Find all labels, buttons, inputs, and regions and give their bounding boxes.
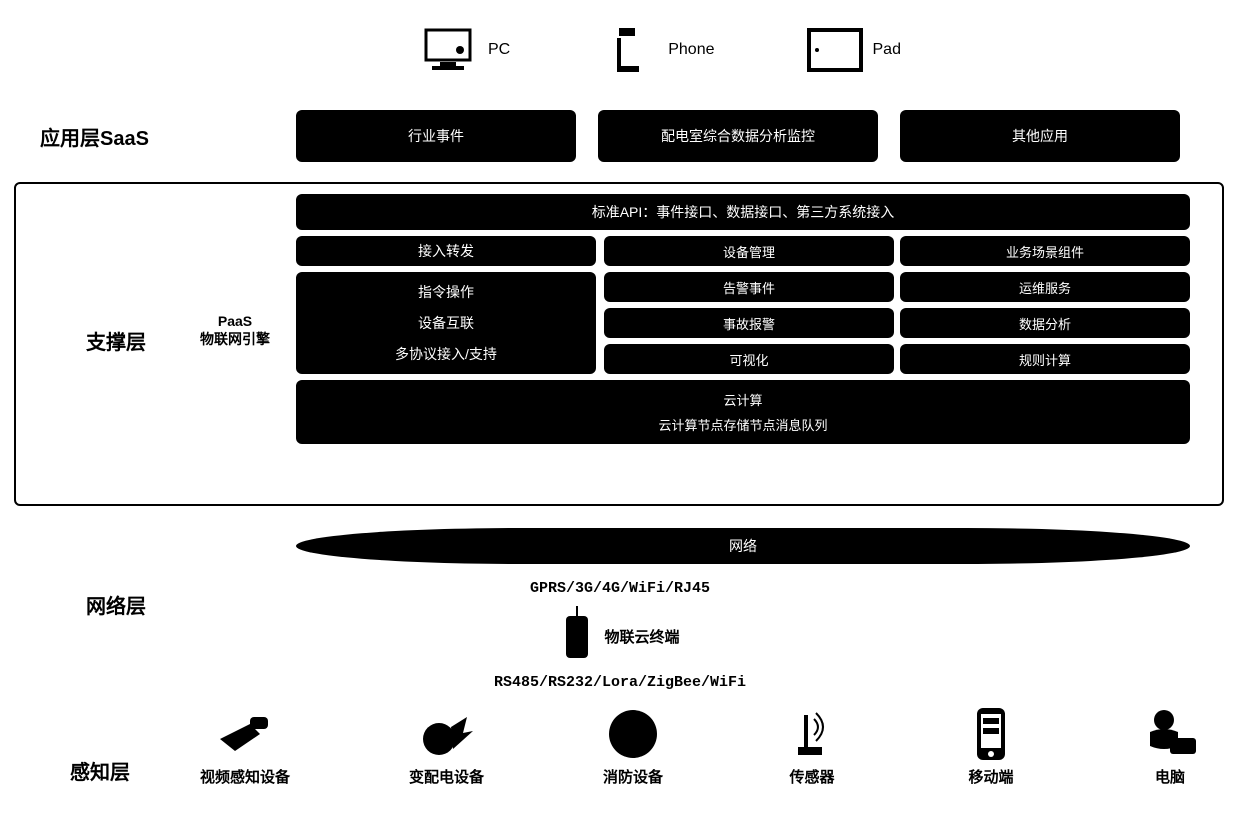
support-layer-label: 支撑层 [86,326,146,355]
pc-icon [420,22,480,78]
sense-label-2: 消防设备 [603,766,663,787]
saas-box-3: 其他应用 [900,110,1180,162]
terminal-label: 物联云终端 [604,626,679,647]
sensor-icon [782,706,842,762]
saas-box-1: 行业事件 [296,110,576,162]
cloud-bar: 云计算 云计算节点 存储节点 消息队列 [296,380,1190,444]
sense-layer-label: 感知层 [70,756,130,785]
cloud-item-1: 存储节点 [723,415,775,434]
saas-layer-label: 应用层SaaS [40,122,149,151]
grid-box-7: 规则计算 [900,344,1190,374]
grid-box-4: 事故报警 [604,308,894,338]
protocols-bottom: RS485/RS232/Lora/ZigBee/WiFi [0,674,1240,691]
terminal-row: 物联云终端 [0,606,1240,667]
device-pc: PC [420,22,510,78]
device-phone: Phone [600,22,714,78]
saas-box-2: 配电室综合数据分析监控 [598,110,878,162]
paas-sublabel: PaaS 物联网引擎 [200,312,270,348]
sense-item-4: 移动端 [961,706,1021,787]
paas-mid-row: 接入转发 指令操作 设备互联 多协议接入/支持 设备管理 业务场景组件 告警事件… [296,236,1190,374]
sense-item-5: 电脑 [1140,706,1200,787]
left-big-3: 多协议接入/支持 [395,344,497,364]
left-big-2: 设备互联 [418,313,474,333]
network-ellipse: 网络 [296,528,1190,564]
pad-icon [805,22,865,78]
device-phone-label: Phone [668,41,714,59]
saas-row: 行业事件 配电室综合数据分析监控 其他应用 [296,110,1180,162]
cloud-items: 云计算节点 存储节点 消息队列 [658,415,827,434]
camera-icon [215,706,275,762]
sense-item-3: 传感器 [782,706,842,787]
device-pad-label: Pad [873,41,901,59]
cloud-title: 云计算 [723,390,762,409]
sense-item-0: 视频感知设备 [200,706,290,787]
sense-label-3: 传感器 [789,766,834,787]
cloud-item-0: 云计算节点 [658,415,723,434]
grid-box-5: 数据分析 [900,308,1190,338]
paas-right-grid: 设备管理 业务场景组件 告警事件 运维服务 事故报警 数据分析 可视化 规则计算 [604,236,1190,374]
sense-item-1: 变配电设备 [409,706,484,787]
api-bar: 标准API：事件接口、数据接口、第三方系统接入 [296,194,1190,230]
paas-line2: 物联网引擎 [200,331,270,347]
left-big-box: 指令操作 设备互联 多协议接入/支持 [296,272,596,374]
mobile-icon [961,706,1021,762]
paas-left-col: 接入转发 指令操作 设备互联 多协议接入/支持 [296,236,596,374]
grid-box-1: 业务场景组件 [900,236,1190,266]
device-pc-label: PC [488,41,510,59]
sense-label-1: 变配电设备 [409,766,484,787]
sense-item-2: 消防设备 [603,706,663,787]
sense-row: 视频感知设备 变配电设备 消防设备 传感器 移动端 电脑 [200,706,1200,787]
grid-box-0: 设备管理 [604,236,894,266]
phone-icon [600,22,660,78]
computer-icon [1140,706,1200,762]
device-row: PC Phone Pad [420,22,901,78]
sense-label-4: 移动端 [968,766,1013,787]
device-pad: Pad [805,22,901,78]
paas-line1: PaaS [218,313,252,329]
left-big-1: 指令操作 [418,282,474,302]
fire-icon [603,706,663,762]
grid-box-3: 运维服务 [900,272,1190,302]
terminal-icon [560,606,594,667]
grid-box-6: 可视化 [604,344,894,374]
power-icon [417,706,477,762]
sense-label-0: 视频感知设备 [200,766,290,787]
paas-area: 标准API：事件接口、数据接口、第三方系统接入 接入转发 指令操作 设备互联 多… [296,194,1190,444]
left-top-box: 接入转发 [296,236,596,266]
sense-label-5: 电脑 [1155,766,1185,787]
grid-box-2: 告警事件 [604,272,894,302]
cloud-item-2: 消息队列 [776,415,828,434]
protocols-top: GPRS/3G/4G/WiFi/RJ45 [0,580,1240,597]
